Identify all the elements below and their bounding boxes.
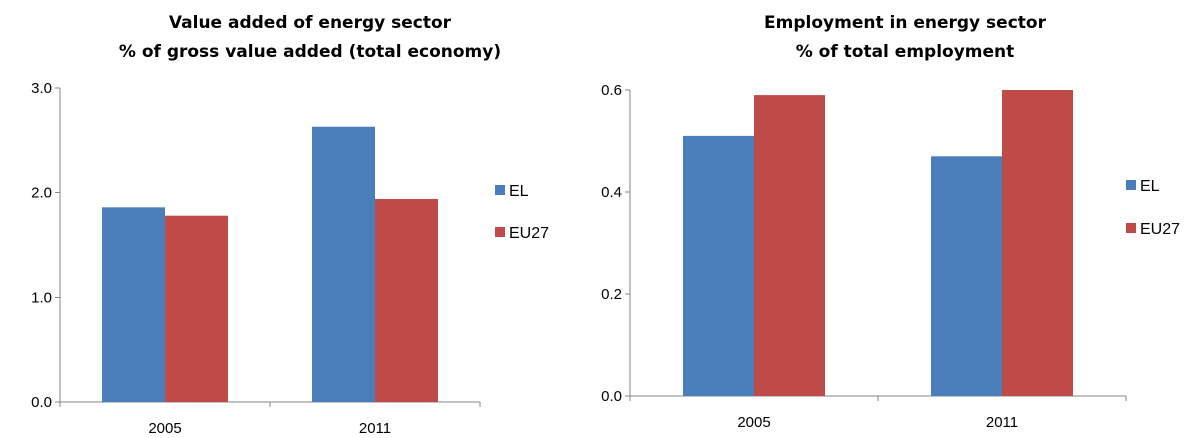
legend-swatch-eu27 [495, 227, 505, 237]
bar-eu27-2011 [1002, 90, 1073, 396]
x-tick-label: 2005 [148, 420, 181, 437]
legend-label: EU27 [1140, 221, 1180, 238]
bar-eu27-2011 [375, 198, 438, 402]
x-tick-label: 2011 [986, 414, 1018, 431]
y-tick-label: 0.0 [31, 394, 52, 411]
y-tick-label: 1.0 [31, 289, 52, 306]
y-tick-label: 0.2 [601, 286, 622, 303]
chart-employment: Employment in energy sector % of total e… [601, 13, 1180, 431]
chart-value-added: Value added of energy sector % of gross … [31, 13, 549, 437]
legend-label: EL [509, 183, 529, 200]
y-tick-label: 0.0 [601, 388, 622, 405]
legend-label: EL [1140, 178, 1160, 195]
bar-eu27-2005 [754, 95, 825, 396]
legend-label: EU27 [509, 225, 549, 242]
chart-subtitle: % of total employment [796, 42, 1015, 62]
x-tick-label: 2011 [359, 420, 391, 437]
y-tick-label: 2.0 [31, 185, 52, 202]
legend-swatch-eu27 [1126, 223, 1136, 233]
bar-el-2005 [683, 135, 754, 396]
bar-el-2011 [312, 126, 375, 402]
y-tick-label: 0.4 [601, 184, 622, 201]
y-tick-label: 0.6 [601, 82, 622, 99]
bar-el-2005 [102, 207, 165, 402]
y-tick-label: 3.0 [31, 80, 52, 97]
chart-subtitle: % of gross value added (total economy) [119, 42, 501, 62]
chart-title: Value added of energy sector [169, 13, 452, 33]
bar-el-2011 [931, 156, 1002, 396]
legend-swatch-el [495, 185, 505, 195]
bar-eu27-2005 [165, 215, 228, 402]
legend-swatch-el [1126, 180, 1136, 190]
chart-title: Employment in energy sector [764, 13, 1047, 33]
x-tick-label: 2005 [737, 414, 770, 431]
